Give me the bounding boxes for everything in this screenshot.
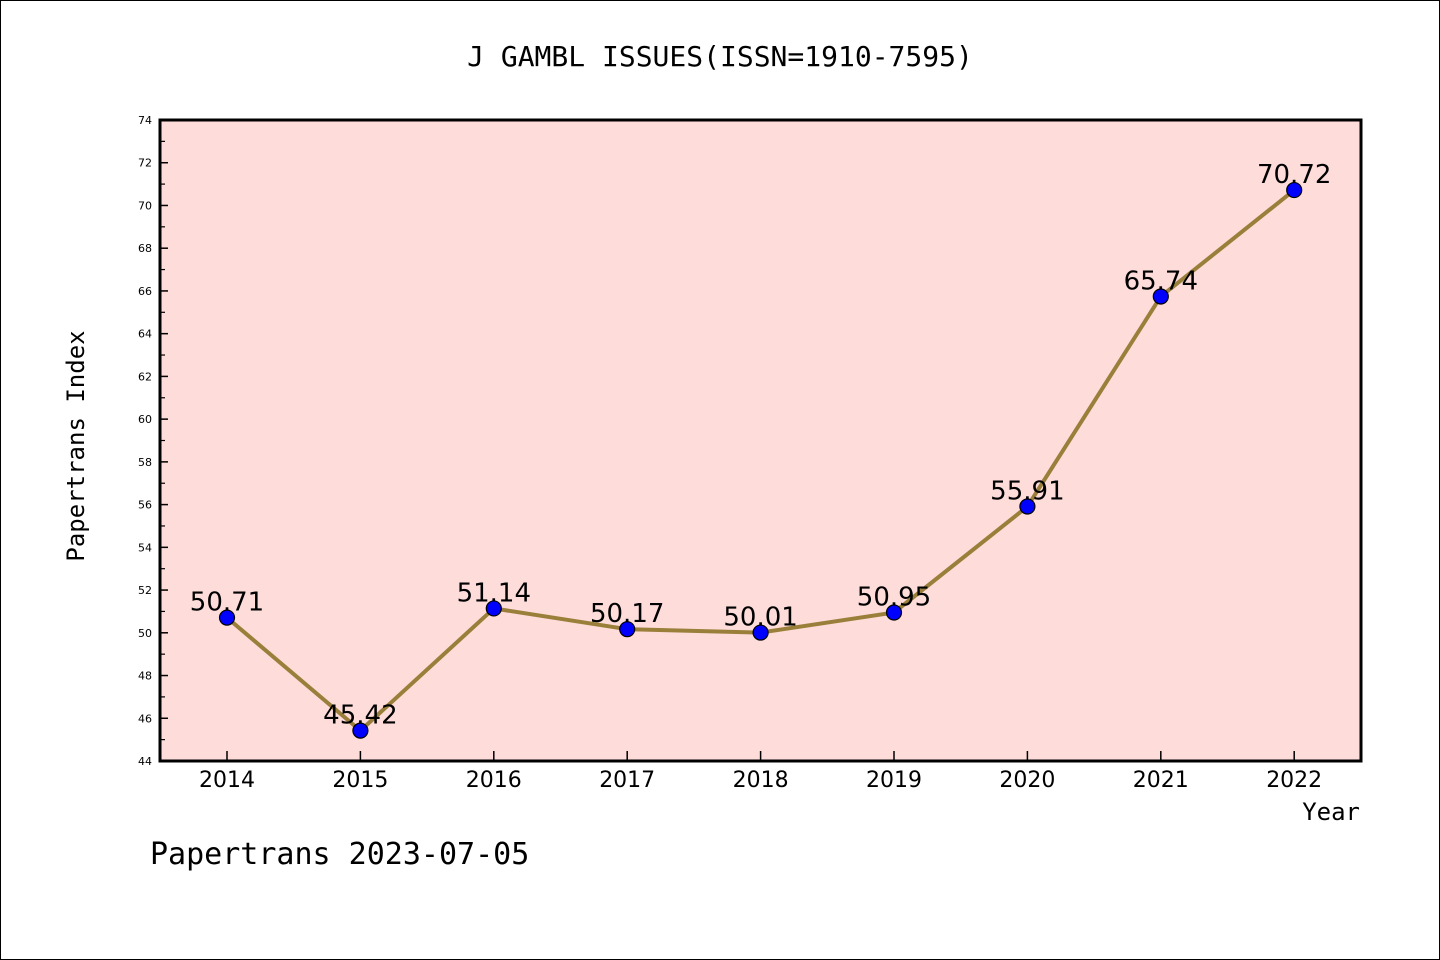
data-point [485, 600, 502, 617]
chart-title: J GAMBL ISSUES(ISSN=1910-7595) [467, 40, 973, 73]
data-point [218, 609, 236, 626]
y-tick-label: 50 [138, 627, 152, 640]
x-tick-label: 2019 [866, 768, 922, 793]
y-tick-label: 72 [138, 157, 152, 170]
data-point [752, 624, 769, 641]
footer-stamp: Papertrans 2023-07-05 [150, 837, 529, 872]
y-tick-label: 46 [138, 712, 152, 725]
y-tick-label: 54 [138, 541, 152, 554]
y-tick-label: 64 [138, 328, 152, 341]
y-axis-label: Papertrans Index [62, 330, 90, 561]
y-tick-label: 74 [138, 114, 152, 127]
x-tick-label: 2020 [999, 768, 1055, 793]
x-tick-label: 2015 [332, 768, 388, 793]
data-point [885, 604, 903, 621]
x-tick-label: 2016 [466, 768, 522, 793]
y-tick-label: 58 [138, 456, 152, 469]
data-point [1019, 498, 1036, 515]
x-tick-label: 2022 [1266, 768, 1322, 793]
plot-area [160, 120, 1361, 761]
y-tick-label: 66 [138, 285, 152, 298]
plot-border [158, 118, 1363, 763]
y-tick-label: 44 [138, 755, 152, 768]
data-point [1286, 181, 1303, 199]
y-tick-label: 62 [138, 370, 152, 383]
x-tick-label: 2021 [1133, 768, 1189, 793]
x-tick-label: 2014 [199, 768, 255, 793]
y-tick-label: 70 [138, 199, 152, 212]
y-tick-label: 52 [138, 584, 152, 597]
x-axis-label: Year [1302, 798, 1360, 826]
y-tick-label: 68 [138, 242, 152, 255]
y-tick-label: 60 [138, 413, 152, 426]
data-point [1152, 288, 1169, 305]
data-point [352, 722, 369, 739]
x-tick-label: 2017 [599, 768, 655, 793]
y-tick-label: 48 [138, 670, 152, 683]
y-tick-label: 56 [138, 499, 152, 512]
x-tick-label: 2018 [733, 768, 789, 793]
data-point [619, 621, 636, 638]
x-axis-ticks: 2014 2015 2016 2017 2018 2019 2020 2021 2022 [199, 751, 1322, 793]
